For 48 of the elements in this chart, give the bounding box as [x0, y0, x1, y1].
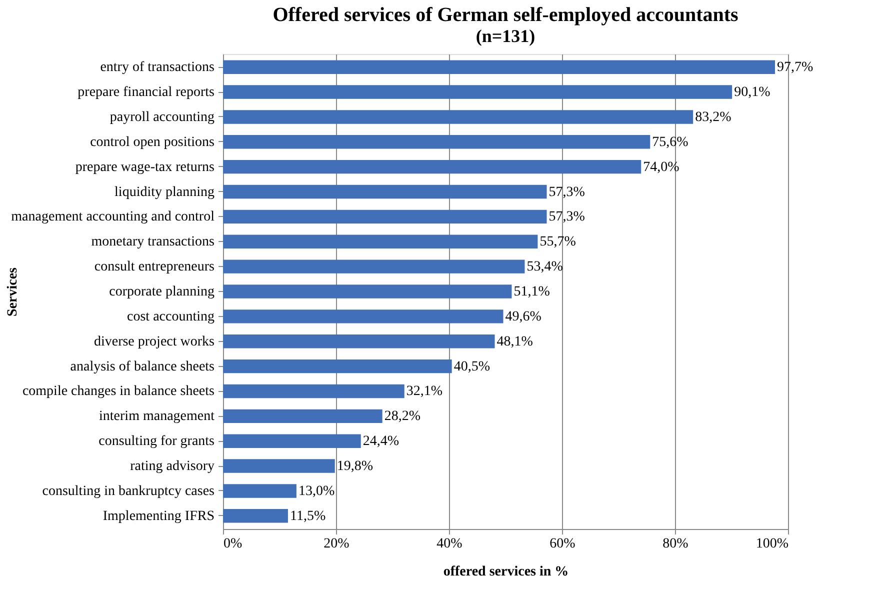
chart-subtitle: (n=131) — [476, 26, 536, 46]
data-label: 28,2% — [384, 409, 421, 424]
data-label: 90,1% — [734, 85, 771, 100]
chart-title: Offered services of German self-employed accountants — [272, 4, 739, 26]
x-tick-label: 0% — [224, 536, 242, 552]
data-label: 97,7% — [777, 60, 814, 76]
y-tick-label: control open positions — [90, 134, 214, 150]
x-axis-title: offered services in % — [443, 564, 569, 580]
x-tick-label: 40% — [436, 536, 463, 552]
y-tick-label: monetary transactions — [91, 234, 214, 250]
y-tick-label: payroll accounting — [110, 110, 214, 125]
x-tick-label: 100% — [756, 536, 789, 552]
data-label: 51,1% — [514, 284, 550, 300]
data-label: 24,4% — [362, 434, 400, 450]
y-tick-label: rating advisory — [130, 459, 214, 474]
data-label: 13,0% — [298, 484, 335, 499]
y-tick-label: compile changes in balance sheets — [22, 384, 214, 400]
y-tick-label: cost accounting — [127, 309, 214, 324]
data-label: 53,4% — [526, 260, 564, 275]
y-tick-label: Implementing IFRS — [102, 508, 214, 524]
y-tick-label: corporate planning — [109, 284, 214, 300]
y-tick-label: prepare financial reports — [78, 85, 214, 100]
y-axis-title: Services — [6, 266, 20, 316]
y-tick-label: consult entrepreneurs — [94, 260, 214, 275]
data-label: 55,7% — [540, 234, 576, 250]
y-tick-label: consulting for grants — [98, 434, 214, 450]
x-tick-label: 80% — [662, 536, 689, 552]
data-label: 32,1% — [406, 384, 443, 400]
y-tick-label: prepare wage-tax returns — [75, 160, 214, 175]
x-tick-label: 20% — [324, 536, 350, 552]
y-tick-label: entry of transactions — [100, 60, 214, 76]
data-label: 83,2% — [695, 110, 732, 125]
y-tick-label: analysis of balance sheets — [70, 359, 214, 374]
data-label: 57,3% — [548, 184, 586, 200]
data-label: 40,5% — [454, 359, 490, 374]
y-tick-label: management accounting and control — [11, 210, 215, 225]
data-label: 74,0% — [643, 160, 680, 175]
data-label: 19,8% — [336, 459, 374, 474]
y-tick-label: interim management — [99, 409, 215, 424]
y-tick-label: liquidity planning — [114, 184, 214, 200]
data-label: 11,5% — [290, 508, 326, 524]
data-label: 57,3% — [548, 210, 586, 225]
data-label: 75,6% — [652, 134, 689, 150]
y-tick-label: consulting in bankruptcy cases — [42, 484, 214, 499]
data-label: 49,6% — [505, 309, 542, 324]
x-tick-label: 60% — [550, 536, 576, 552]
data-label: 48,1% — [496, 334, 534, 350]
y-tick-label: diverse project works — [94, 334, 214, 350]
